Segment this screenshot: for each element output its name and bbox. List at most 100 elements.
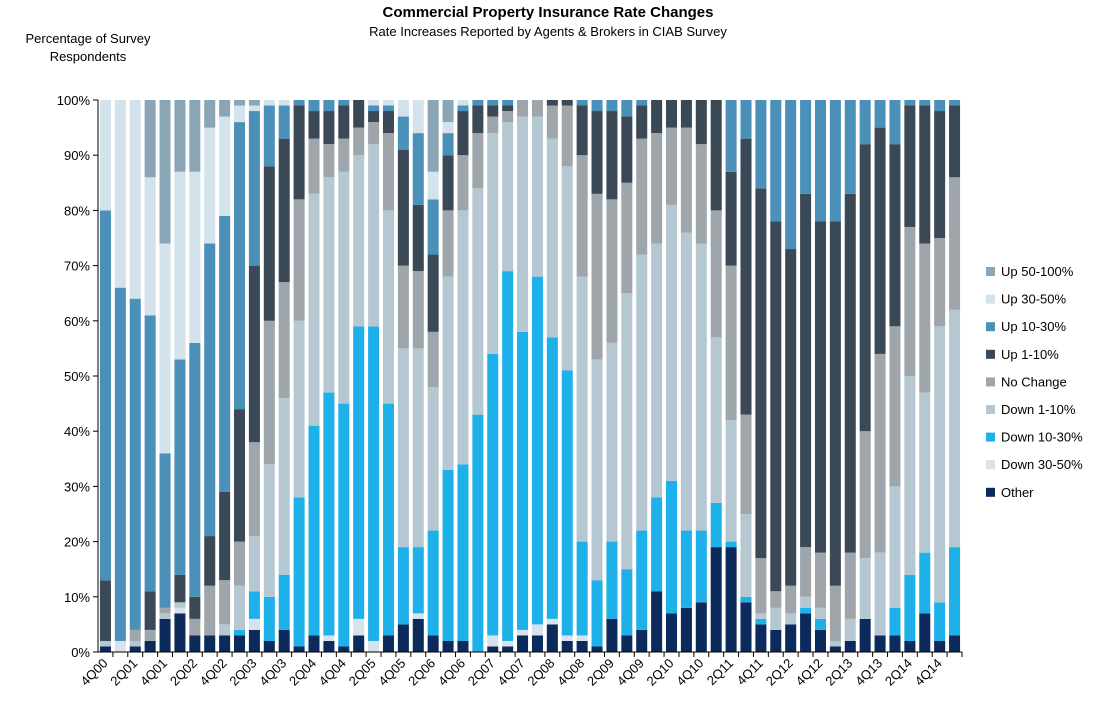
legend-label: Up 10-30% [1001,319,1066,334]
bar-segment [234,105,246,123]
bar-segment [725,100,737,172]
bar-segment [949,105,961,178]
bar-segment [680,127,692,233]
bar-segment [800,607,812,614]
bar-segment [427,171,439,200]
x-tick-label: 2Q13 [822,656,855,689]
bar-segment [323,177,335,393]
bar-segment [874,353,886,553]
bar-segment [934,111,946,238]
bar-segment [755,618,767,625]
bar-segment [859,618,871,652]
bar-segment [517,331,529,630]
bar-segment [189,635,201,652]
bar-segment [561,635,573,641]
bar-segment [397,348,409,548]
bar-segment [829,585,841,641]
bar-segment [144,629,156,641]
bar-segment [427,530,439,636]
bar-segment [904,376,916,575]
bar-segment [755,188,767,559]
bar-segment [263,464,275,597]
bar-segment [874,127,886,354]
bar-segment [606,618,618,652]
bar-segment [814,629,826,652]
bar-segment [829,640,841,647]
chart-title: Commercial Property Insurance Rate Chang… [383,4,714,21]
bar-segment [889,144,901,327]
bar-segment [338,646,350,652]
bar-segment [621,182,633,294]
bar-segment [144,177,156,316]
bar-segment [517,635,529,652]
bar-segment [293,646,305,652]
bar-segment [710,100,722,211]
bar-segment [248,618,260,630]
bar-segment [472,414,484,652]
bar-segment [919,105,931,244]
legend-label: Up 30-50% [1001,292,1066,307]
bar-segment [517,100,529,117]
bar-segment [189,342,201,597]
bar-segment [874,552,886,636]
bar-segment [412,613,424,619]
x-tick-label: 4Q02 [197,656,230,689]
y-axis-label: Percentage of Survey Respondents [25,31,151,64]
bar-segment [546,100,558,106]
bar-segment [487,133,499,354]
bar-segment [204,100,216,128]
bar-segment [695,100,707,145]
bar-segment [234,122,246,410]
bar-segment [353,618,365,636]
bar-segment [278,105,290,139]
bar-segment [770,591,782,608]
bar-segment [263,105,275,167]
bar-segment [308,425,320,636]
bar-segment [129,646,141,652]
bar-segment [725,171,737,266]
bar-segment [234,635,246,652]
y-tick-label: 50% [64,369,90,384]
bar-segment [725,547,737,652]
bar-segment [487,646,499,652]
bar-segment [829,100,841,222]
bar-segment [382,635,394,652]
bar-segment [502,640,514,647]
bar-segment [725,420,737,542]
bar-segment [785,613,797,625]
bar-segment [234,409,246,542]
bar-segment [755,624,767,652]
x-tick-label: 4Q10 [673,656,706,689]
bar-segment [606,111,618,200]
bar-segment [621,569,633,636]
bar-segment [904,226,916,376]
y-tick-label: 30% [64,479,90,494]
bar-segment [487,105,499,117]
legend-swatch [986,460,995,470]
bar-segment [99,210,111,581]
x-tick-label: 2Q10 [644,656,677,689]
y-tick-label: 60% [64,314,90,329]
bar-segment [844,100,856,194]
bar-segment [666,613,678,652]
bar-segment [859,558,871,619]
bar-segment [740,514,752,597]
bar-segment [278,574,290,630]
bar-segment [278,398,290,575]
bar-segment [859,100,871,145]
bar-segment [174,607,186,614]
bar-segment [382,210,394,404]
x-tick-label: 2Q04 [286,656,319,689]
bar-segment [278,282,290,399]
bar-segment [636,254,648,531]
bar-segment [576,640,588,652]
x-tick-label: 4Q09 [614,656,647,689]
bar-segment [740,414,752,514]
bar-segment [814,618,826,630]
bar-segment [606,199,618,343]
bar-segment [412,133,424,205]
bar-segment [710,502,722,548]
bar-segment [472,100,484,106]
bar-segment [278,100,290,106]
bar-segment [397,265,409,349]
